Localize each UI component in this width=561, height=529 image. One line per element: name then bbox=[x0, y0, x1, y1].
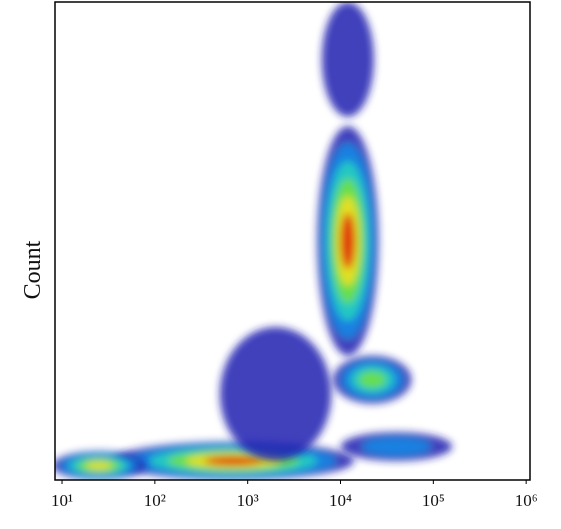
density-cluster bbox=[340, 432, 453, 461]
density-cluster bbox=[55, 451, 146, 480]
x-tick-label: 10² bbox=[144, 491, 166, 510]
y-axis-label: Count bbox=[20, 240, 46, 299]
density-level bbox=[85, 461, 113, 470]
density-level bbox=[358, 371, 386, 388]
density-cluster bbox=[321, 2, 374, 117]
x-tick-label: 10⁶ bbox=[515, 491, 538, 510]
plot-frame bbox=[54, 1, 531, 481]
density-level bbox=[321, 2, 374, 117]
x-tick-label: 10³ bbox=[237, 491, 259, 510]
density-cluster bbox=[219, 327, 332, 461]
x-tick-label: 10⁵ bbox=[422, 491, 445, 510]
x-tick-label: 10⁴ bbox=[329, 491, 352, 510]
density-level bbox=[204, 456, 263, 466]
density-level bbox=[362, 437, 431, 456]
density-level bbox=[340, 213, 356, 269]
plot-area bbox=[55, 2, 453, 480]
x-tick-label: 10¹ bbox=[51, 491, 73, 510]
density-level bbox=[219, 327, 332, 461]
density-cluster bbox=[317, 126, 379, 356]
density-cluster bbox=[112, 441, 354, 480]
density-cluster bbox=[333, 355, 412, 404]
